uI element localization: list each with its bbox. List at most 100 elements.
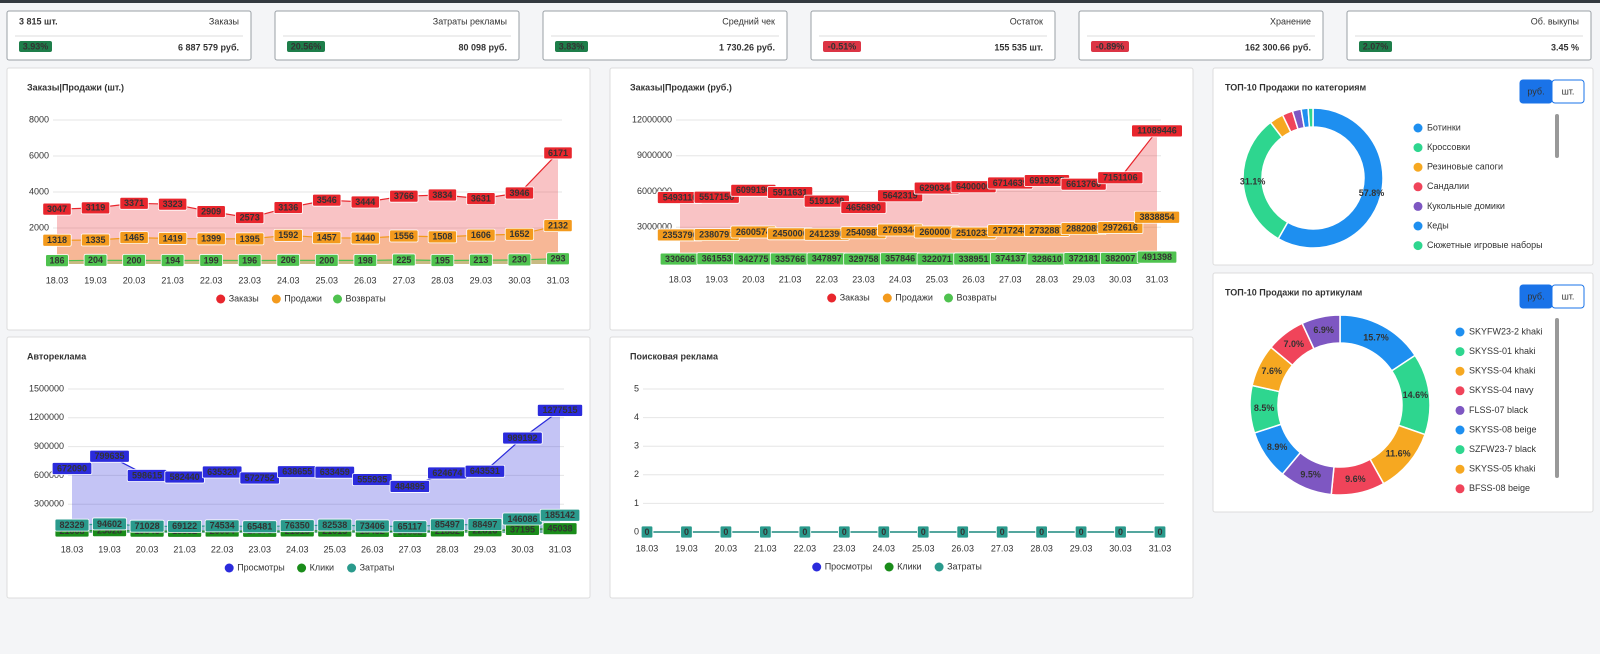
data-label: 74534 [210,521,235,531]
legend-label[interactable]: SKYSS-04 khaki [1469,366,1536,376]
legend-label[interactable]: Продажи [284,293,322,303]
legend-label[interactable]: SKYSS-08 beige [1469,424,1537,434]
legend-label[interactable]: Кроссовки [1427,142,1470,152]
legend-swatch[interactable] [827,293,837,303]
legend-label[interactable]: Сандалии [1427,181,1469,191]
unit-button-label[interactable]: шт. [1562,291,1575,301]
data-label: 6400000 [956,182,991,192]
legend-swatch[interactable] [1455,386,1465,396]
legend-swatch[interactable] [1413,182,1423,192]
legend-label[interactable]: Кеды [1427,220,1449,230]
legend-label[interactable]: Продажи [895,292,933,302]
legend-label[interactable]: Ботинки [1427,122,1461,132]
data-label: 25028 [97,525,122,535]
legend-label[interactable]: Затраты [360,562,395,572]
legend-label[interactable]: SKYSS-04 navy [1469,385,1534,395]
data-label-box [353,254,378,267]
kpi-value: 3.45 % [1551,42,1579,52]
data-label: 0 [644,527,649,537]
data-label: 0 [1039,527,1044,537]
legend-swatch[interactable] [1455,445,1465,455]
legend-swatch[interactable] [812,562,822,572]
chart-title: Авторекламa [27,351,87,361]
data-label-box [42,202,72,216]
legend-label[interactable]: BFSS-08 beige [1469,483,1530,493]
x-tick-label: 31.03 [1146,274,1169,284]
top-bar [0,0,1600,3]
x-tick-label: 22.03 [816,274,839,284]
legend-label[interactable]: Затраты [947,561,982,571]
data-label: 335766 [775,254,805,264]
unit-button-label[interactable]: руб. [1527,86,1544,96]
legend-label[interactable]: Возвраты [957,292,997,302]
data-label: 2353796 [662,230,697,240]
y-tick-label: 4 [634,412,639,422]
legend-label[interactable]: Резиновые сапоги [1427,162,1503,172]
legend-label[interactable]: Просмотры [825,561,873,571]
data-label: 598615 [132,470,162,480]
legend-swatch[interactable] [1455,347,1465,357]
y-tick-label: 0 [634,526,639,536]
data-label-box [312,231,342,245]
legend-label[interactable]: SZFW23-7 black [1469,444,1537,454]
x-tick-label: 28.03 [431,275,454,285]
legend-swatch[interactable] [347,563,357,573]
legend-label[interactable]: Сюжетные игровые наборы [1427,240,1543,250]
data-label-box [1097,221,1144,234]
legend-label[interactable]: Кукольные домики [1427,201,1505,211]
legend-swatch[interactable] [1413,123,1423,133]
data-label-box [389,229,419,243]
x-tick-label: 26.03 [361,544,384,554]
x-tick-label: 24.03 [286,544,309,554]
data-label: 3766 [394,191,414,201]
legend-swatch[interactable] [1455,327,1465,337]
data-label: 3444 [355,197,375,207]
legend-label[interactable]: Возвраты [346,293,386,303]
legend-swatch[interactable] [216,294,226,304]
data-label-box [196,232,226,246]
unit-button[interactable] [1551,284,1585,309]
legend-label[interactable]: FLSS-07 black [1469,405,1529,415]
legend-label[interactable]: SKYSS-01 khaki [1469,346,1536,356]
x-tick-label: 21.03 [754,543,777,553]
data-label-box [838,525,851,539]
legend-swatch[interactable] [944,293,953,303]
data-label: 1335 [86,235,106,245]
data-label-box [504,186,535,200]
data-label-box [543,219,573,233]
data-label: 5191249 [809,196,844,206]
legend-label[interactable]: Заказы [840,292,870,302]
x-tick-label: 25.03 [324,544,347,554]
legend-swatch[interactable] [882,293,892,303]
legend-label[interactable]: Просмотры [237,562,285,572]
data-label-box [199,254,223,267]
legend-swatch[interactable] [1455,484,1465,494]
legend-swatch[interactable] [224,563,234,573]
legend-swatch[interactable] [1455,464,1465,474]
unit-button-label[interactable]: шт. [1562,86,1575,96]
legend-swatch[interactable] [884,562,894,572]
legend-swatch[interactable] [1455,425,1465,435]
legend-label[interactable]: SKYSS-05 khaki [1469,464,1536,474]
unit-button[interactable] [1551,79,1585,104]
legend-swatch[interactable] [934,562,944,572]
series-area [72,410,560,533]
legend-swatch[interactable] [1413,241,1423,251]
legend-label[interactable]: Клики [897,561,922,571]
data-label: 0 [1000,527,1005,537]
legend-swatch[interactable] [1413,162,1423,172]
unit-button-label[interactable]: руб. [1527,291,1544,301]
data-label-box [427,230,457,244]
legend-label[interactable]: Заказы [229,293,259,303]
legend-label[interactable]: Клики [310,562,335,572]
legend-swatch[interactable] [1455,366,1465,376]
legend-swatch[interactable] [271,294,281,304]
data-label: 230 [512,255,527,265]
legend-swatch[interactable] [333,294,342,304]
legend-swatch[interactable] [1413,143,1423,153]
legend-label[interactable]: SKYFW23-2 khaki [1469,326,1543,336]
legend-swatch[interactable] [1413,201,1423,211]
legend-swatch[interactable] [297,563,307,573]
legend-swatch[interactable] [1413,221,1423,231]
legend-swatch[interactable] [1455,405,1465,415]
